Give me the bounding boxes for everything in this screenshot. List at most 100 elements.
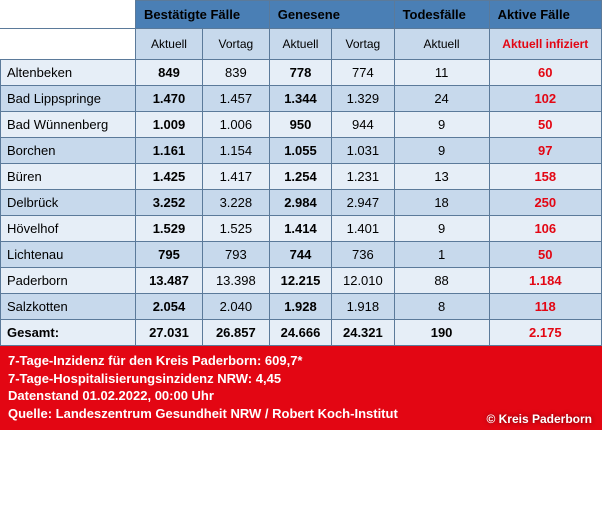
- table-row: Salzkotten2.0542.0401.9281.9188118: [1, 294, 602, 320]
- cell-active: 106: [489, 216, 601, 242]
- cell-recovered-prev: 736: [332, 242, 394, 268]
- credit-label: © Kreis Paderborn: [486, 412, 592, 426]
- footer-line-3: Datenstand 01.02.2022, 00:00 Uhr: [8, 387, 594, 405]
- cell-active: 118: [489, 294, 601, 320]
- table-row: Delbrück3.2523.2282.9842.94718250: [1, 190, 602, 216]
- report-wrapper: Bestätigte Fälle Genesene Todesfälle Akt…: [0, 0, 602, 430]
- cell-confirmed-current: 1.425: [136, 164, 203, 190]
- cell-confirmed-current: 795: [136, 242, 203, 268]
- header-active: Aktive Fälle: [489, 1, 601, 29]
- covid-table: Bestätigte Fälle Genesene Todesfälle Akt…: [0, 0, 602, 346]
- cell-deaths-current: 9: [394, 216, 489, 242]
- cell-confirmed-current: 1.161: [136, 138, 203, 164]
- sub-recovered-current: Aktuell: [269, 29, 331, 60]
- cell-recovered-prev: 1.918: [332, 294, 394, 320]
- cell-recovered-prev: 1.031: [332, 138, 394, 164]
- cell-recovered-current: 1.928: [269, 294, 331, 320]
- cell-recovered-current: 744: [269, 242, 331, 268]
- header-recovered: Genesene: [269, 1, 394, 29]
- cell-name: Altenbeken: [1, 60, 136, 86]
- table-row: Bad Wünnenberg1.0091.006950944950: [1, 112, 602, 138]
- cell-confirmed-prev: 1.006: [202, 112, 269, 138]
- cell-recovered-current: 1.055: [269, 138, 331, 164]
- cell-recovered-prev: 1.401: [332, 216, 394, 242]
- cell-recovered-prev: 2.947: [332, 190, 394, 216]
- cell-confirmed-prev: 1.525: [202, 216, 269, 242]
- cell-recovered-prev: 774: [332, 60, 394, 86]
- header-group-row: Bestätigte Fälle Genesene Todesfälle Akt…: [1, 1, 602, 29]
- cell-name: Paderborn: [1, 268, 136, 294]
- cell-active: 97: [489, 138, 601, 164]
- table-row: Büren1.4251.4171.2541.23113158: [1, 164, 602, 190]
- cell-name: Hövelhof: [1, 216, 136, 242]
- cell-active: 158: [489, 164, 601, 190]
- cell-name: Bad Lippspringe: [1, 86, 136, 112]
- cell-deaths-current: 9: [394, 138, 489, 164]
- cell-active: 102: [489, 86, 601, 112]
- total-name: Gesamt:: [1, 320, 136, 346]
- total-active: 2.175: [489, 320, 601, 346]
- sub-active-infected: Aktuell infiziert: [489, 29, 601, 60]
- cell-recovered-current: 1.344: [269, 86, 331, 112]
- cell-deaths-current: 24: [394, 86, 489, 112]
- table-row: Altenbeken8498397787741160: [1, 60, 602, 86]
- cell-recovered-prev: 944: [332, 112, 394, 138]
- cell-recovered-prev: 1.231: [332, 164, 394, 190]
- cell-deaths-current: 11: [394, 60, 489, 86]
- cell-recovered-current: 12.215: [269, 268, 331, 294]
- cell-recovered-current: 950: [269, 112, 331, 138]
- cell-recovered-current: 778: [269, 60, 331, 86]
- total-recovered-current: 24.666: [269, 320, 331, 346]
- cell-confirmed-prev: 793: [202, 242, 269, 268]
- footer-line-1: 7-Tage-Inzidenz für den Kreis Paderborn:…: [8, 352, 594, 370]
- total-deaths-current: 190: [394, 320, 489, 346]
- cell-confirmed-prev: 2.040: [202, 294, 269, 320]
- table-body: Altenbeken8498397787741160Bad Lippspring…: [1, 60, 602, 346]
- sub-recovered-prev: Vortag: [332, 29, 394, 60]
- total-recovered-prev: 24.321: [332, 320, 394, 346]
- cell-name: Salzkotten: [1, 294, 136, 320]
- cell-deaths-current: 1: [394, 242, 489, 268]
- header-confirmed: Bestätigte Fälle: [136, 1, 270, 29]
- header-sub-blank: [1, 29, 136, 60]
- cell-active: 1.184: [489, 268, 601, 294]
- cell-active: 50: [489, 112, 601, 138]
- cell-name: Büren: [1, 164, 136, 190]
- cell-confirmed-current: 1.529: [136, 216, 203, 242]
- cell-confirmed-current: 849: [136, 60, 203, 86]
- cell-deaths-current: 18: [394, 190, 489, 216]
- cell-recovered-current: 2.984: [269, 190, 331, 216]
- sub-confirmed-current: Aktuell: [136, 29, 203, 60]
- cell-recovered-current: 1.254: [269, 164, 331, 190]
- cell-deaths-current: 88: [394, 268, 489, 294]
- cell-confirmed-prev: 1.417: [202, 164, 269, 190]
- header-deaths: Todesfälle: [394, 1, 489, 29]
- sub-confirmed-prev: Vortag: [202, 29, 269, 60]
- footer-line-2: 7-Tage-Hospitalisierungsinzidenz NRW: 4,…: [8, 370, 594, 388]
- cell-confirmed-prev: 3.228: [202, 190, 269, 216]
- cell-confirmed-current: 2.054: [136, 294, 203, 320]
- cell-active: 50: [489, 242, 601, 268]
- cell-name: Bad Wünnenberg: [1, 112, 136, 138]
- cell-deaths-current: 8: [394, 294, 489, 320]
- cell-recovered-prev: 12.010: [332, 268, 394, 294]
- cell-recovered-prev: 1.329: [332, 86, 394, 112]
- table-row: Borchen1.1611.1541.0551.031997: [1, 138, 602, 164]
- total-row: Gesamt:27.03126.85724.66624.3211902.175: [1, 320, 602, 346]
- table-row: Hövelhof1.5291.5251.4141.4019106: [1, 216, 602, 242]
- cell-recovered-current: 1.414: [269, 216, 331, 242]
- cell-confirmed-current: 1.470: [136, 86, 203, 112]
- cell-confirmed-prev: 13.398: [202, 268, 269, 294]
- cell-name: Borchen: [1, 138, 136, 164]
- cell-name: Delbrück: [1, 190, 136, 216]
- cell-confirmed-prev: 1.457: [202, 86, 269, 112]
- cell-confirmed-current: 13.487: [136, 268, 203, 294]
- table-row: Paderborn13.48713.39812.21512.010881.184: [1, 268, 602, 294]
- table-row: Bad Lippspringe1.4701.4571.3441.32924102: [1, 86, 602, 112]
- cell-confirmed-prev: 1.154: [202, 138, 269, 164]
- total-confirmed-prev: 26.857: [202, 320, 269, 346]
- cell-deaths-current: 13: [394, 164, 489, 190]
- header-blank: [1, 1, 136, 29]
- cell-active: 60: [489, 60, 601, 86]
- cell-deaths-current: 9: [394, 112, 489, 138]
